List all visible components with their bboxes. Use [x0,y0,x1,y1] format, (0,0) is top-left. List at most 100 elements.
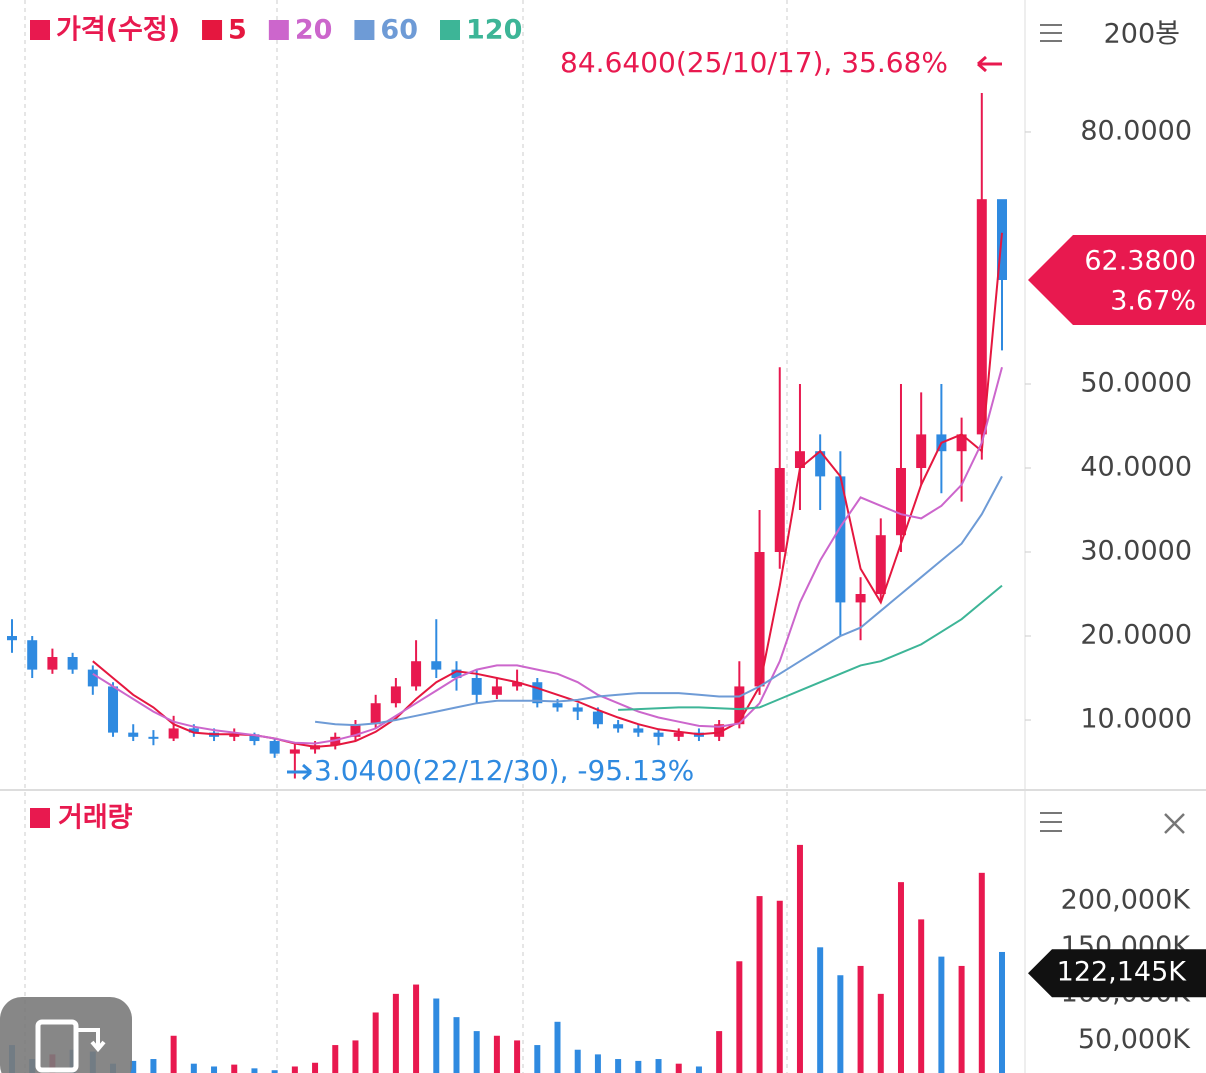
volume-bar [574,1049,581,1073]
volume-tag-value: 122,145K [1057,957,1188,988]
y-tick-label: 80.0000 [1080,115,1192,146]
legend-label: 60 [380,15,418,46]
volume-bar [190,1063,197,1073]
volume-bar [231,1064,238,1073]
volume-bar [514,1040,521,1073]
candle-body [411,661,422,687]
candle-body [572,707,583,712]
candle-body [431,661,442,670]
volume-bar [958,965,965,1073]
candle-body [168,728,179,739]
volume-bar [635,1060,642,1073]
candle-body [815,451,826,477]
volume-tag [1028,949,1206,998]
volume-bar [473,1031,480,1073]
price-tag-change: 3.67% [1110,285,1196,316]
arrow [977,55,1002,73]
volume-bar [897,882,904,1073]
low-annotation: 3.0400(22/12/30), -95.13% [314,754,694,787]
price-tag-value: 62.3800 [1084,245,1196,276]
volume-bar [918,919,925,1073]
candle-body [512,682,523,687]
candle-body [249,734,260,742]
close-icon[interactable] [1164,813,1185,834]
y-tick-label: 40.0000 [1080,452,1192,483]
volume-bar [655,1059,662,1073]
legend-swatch [440,20,460,40]
candle-body [532,682,543,704]
legend-swatch [30,808,50,828]
ma-line [618,584,1003,711]
volume-bar [170,1035,177,1073]
volume-bar [130,1060,137,1073]
volume-bar [291,1066,298,1073]
volume-bar [817,947,824,1073]
volume-bar [271,1070,278,1073]
candle-body [774,468,785,553]
candle-body [794,451,805,469]
volume-bar [251,1068,258,1073]
legend-swatch [202,20,223,40]
candle-body [370,703,381,725]
high-annotation: 84.6400(25/10/17), 35.68% [560,46,948,79]
arrow [287,763,312,781]
candle-body [875,535,886,595]
volume-bar [211,1066,218,1073]
candle-body [148,736,159,739]
volume-bar [776,900,783,1073]
volume-bar [857,965,864,1073]
volume-bar [554,1021,561,1073]
candle-body [956,434,967,452]
candle-body [7,636,17,641]
y-tick-label: 50,000K [1078,1024,1191,1055]
volume-bar [796,844,803,1073]
candle-body [128,732,139,737]
candle-body [108,686,119,733]
candle-body [451,669,462,679]
candle-body [350,724,361,737]
price-tag [1028,234,1206,325]
y-tick-label: 20.0000 [1080,620,1192,651]
candle-body [916,434,927,469]
legend-swatch [354,20,375,40]
volume-bar [372,1012,379,1073]
volume-bar [150,1059,157,1073]
volume-bar [493,1035,500,1073]
menu-icon[interactable] [1040,812,1062,832]
y-tick-label: 30.0000 [1080,536,1192,567]
legend-label: 가격(수정) [56,15,180,46]
volume-bar [999,951,1005,1073]
volume-bar [392,993,399,1073]
volume-bar [534,1045,541,1073]
ma-line [314,475,1003,727]
bar-count[interactable]: 200봉 [1104,19,1180,50]
candle-body [592,711,603,725]
volume-bar [716,1031,723,1073]
candle-body [855,594,866,603]
candle-body [289,749,300,754]
volume-bar [594,1054,601,1073]
candle-body [633,728,644,733]
y-tick-label: 200,000K [1061,884,1192,915]
volume-bar [453,1017,460,1073]
legend-swatch [30,20,50,40]
menu-icon[interactable] [1040,24,1062,42]
candle-body [471,678,482,695]
candle-body [87,669,98,687]
volume-bar [352,1040,359,1073]
candle-body [229,734,240,737]
candle-body [895,468,906,536]
candle-body [613,724,624,729]
legend-swatch [268,20,289,40]
candle-body [491,686,502,695]
candle-body [734,686,745,725]
legend-label: 5 [228,15,247,46]
volume-bar [877,993,884,1073]
volume-bar [615,1059,622,1073]
plot: 10.0000 20.0000 30.0000 40.0000 50.0000 80.00… [7,15,1206,1073]
floating-button[interactable] [0,997,132,1073]
candle-body [188,728,199,733]
legend-label: 120 [466,15,522,46]
